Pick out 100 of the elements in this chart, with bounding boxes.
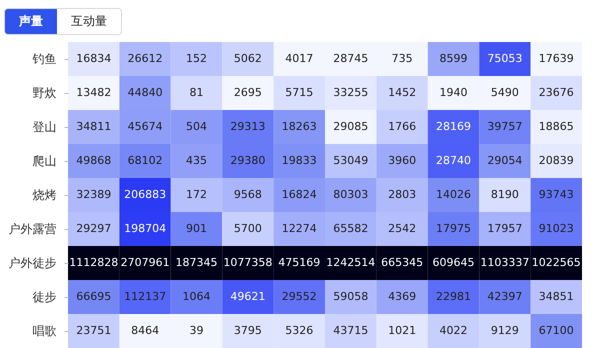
data-label: 28745 [333,52,368,65]
data-label: 3795 [234,324,262,337]
data-label: 75053 [487,52,522,65]
y-tick-label: 唱歌 [32,324,56,338]
data-label: 187345 [176,256,218,269]
data-label: 80303 [333,188,368,201]
data-label: 152 [186,52,207,65]
data-label: 2542 [388,222,416,235]
data-label: 1112828 [69,256,118,269]
data-label: 91023 [538,222,574,235]
data-label: 3960 [388,154,416,167]
data-label: 1103337 [480,256,530,269]
data-label: 9568 [234,188,262,201]
data-label: 4022 [440,324,468,337]
data-label: 5715 [285,86,314,99]
data-label: 1242514 [326,256,376,269]
data-label: 29313 [230,120,266,133]
data-label: 8190 [490,188,519,201]
data-label: 23751 [76,324,112,337]
data-label: 29552 [282,290,317,303]
data-label: 34811 [76,120,112,133]
y-tick-label: 爬山 [32,154,56,168]
data-label: 66695 [76,290,112,303]
y-tick-label: 烧烤 [32,188,56,202]
data-label: 13482 [76,86,112,99]
data-label: 29297 [76,222,112,235]
data-label: 22981 [436,290,471,303]
data-label: 14026 [436,188,471,201]
data-label: 172 [186,188,207,201]
data-label: 2707961 [120,256,170,269]
data-label: 435 [186,154,207,167]
data-label: 53049 [333,154,368,167]
data-label: 42397 [487,290,522,303]
data-label: 5326 [285,324,314,337]
data-label: 1021 [388,324,416,337]
data-label: 49621 [230,290,266,303]
data-label: 735 [392,52,413,65]
tab-toggle: 声量 互动量 [4,8,122,35]
data-label: 18263 [282,120,317,133]
data-label: 16824 [282,188,317,201]
data-label: 9129 [490,324,519,337]
data-label: 67100 [538,324,574,337]
data-label: 49868 [76,154,112,167]
data-label: 2803 [388,188,416,201]
data-label: 1452 [388,86,416,99]
data-label: 206883 [124,188,166,201]
data-label: 65582 [333,222,368,235]
data-label: 39 [190,324,204,337]
data-label: 8599 [440,52,468,65]
data-label: 5700 [234,222,262,235]
y-tick-label: 登山 [32,120,56,134]
data-label: 39757 [487,120,522,133]
data-label: 12274 [282,222,317,235]
data-label: 4017 [285,52,314,65]
data-label: 17639 [538,52,574,65]
data-label: 20839 [538,154,574,167]
data-label: 81 [190,86,204,99]
data-label: 93743 [538,188,574,201]
y-tick-label: 户外徒步 [8,256,56,270]
data-label: 18865 [538,120,574,133]
data-label: 17975 [436,222,471,235]
data-label: 68102 [128,154,163,167]
data-label: 28169 [436,120,471,133]
data-label: 1022565 [532,256,581,269]
data-label: 43715 [333,324,368,337]
data-label: 45674 [128,120,163,133]
data-label: 29054 [487,154,522,167]
y-tick-label: 户外露营 [8,222,56,236]
data-label: 1064 [182,290,210,303]
data-label: 8464 [131,324,160,337]
data-label: 32389 [76,188,112,201]
data-label: 475169 [278,256,320,269]
data-label: 2695 [234,86,262,99]
data-label: 504 [186,120,207,133]
data-label: 198704 [124,222,166,235]
data-label: 112137 [124,290,166,303]
data-label: 29085 [333,120,368,133]
data-label: 19833 [282,154,317,167]
data-label: 1077358 [223,256,272,269]
data-label: 901 [186,222,207,235]
data-label: 28740 [436,154,471,167]
y-tick-label: 野炊 [32,86,56,100]
y-tick-label: 徒步 [32,290,56,304]
data-label: 17957 [487,222,522,235]
data-label: 59058 [333,290,368,303]
data-label: 33255 [333,86,368,99]
data-label: 1940 [440,86,468,99]
data-label: 44840 [128,86,163,99]
data-label: 5062 [234,52,262,65]
data-label: 1766 [388,120,416,133]
data-label: 665345 [381,256,424,269]
data-label: 609645 [432,256,474,269]
data-label: 5490 [490,86,519,99]
data-label: 23676 [538,86,574,99]
y-tick-label: 钓鱼 [32,52,56,66]
data-label: 29380 [230,154,266,167]
data-label: 4369 [388,290,416,303]
data-label: 26612 [128,52,163,65]
data-label: 34851 [538,290,574,303]
data-label: 16834 [76,52,112,65]
